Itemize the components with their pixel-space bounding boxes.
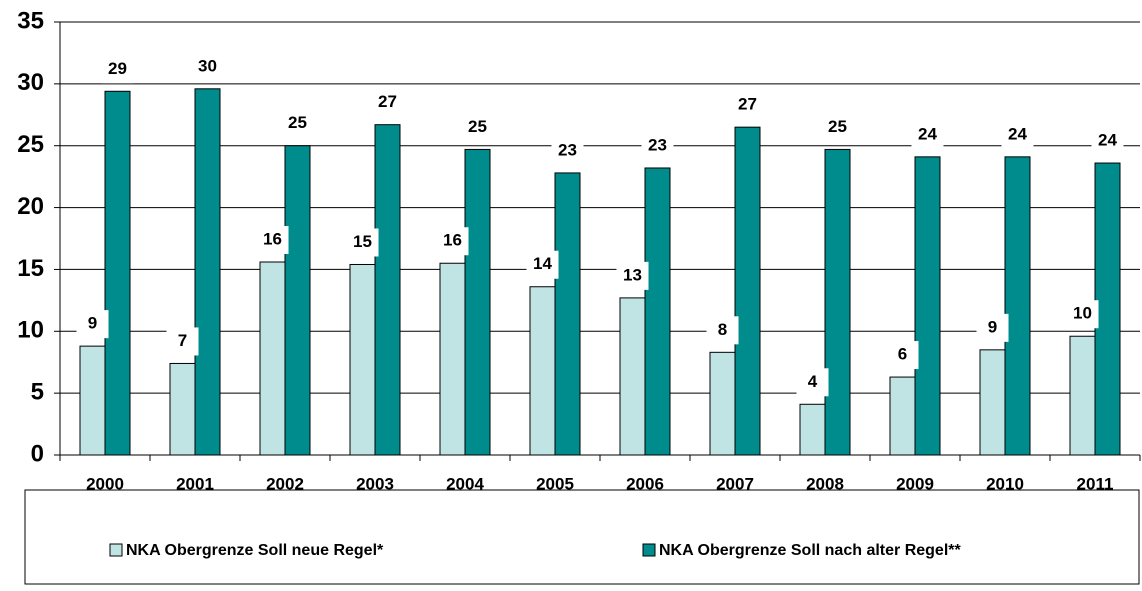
x-tick-label: 2003 <box>356 474 394 493</box>
y-tick-label: 15 <box>17 255 44 282</box>
bar <box>889 376 916 456</box>
y-tick-label: 30 <box>17 69 44 96</box>
bar <box>374 124 401 456</box>
value-label-bg <box>616 261 649 290</box>
value-label-bg <box>796 368 829 397</box>
y-tick-label: 25 <box>17 131 44 158</box>
value-label: 9 <box>988 317 997 336</box>
value-label: 14 <box>533 254 552 273</box>
bar <box>1069 335 1096 456</box>
value-label: 10 <box>1073 304 1092 323</box>
y-tick-label: 0 <box>31 440 44 467</box>
value-label-bg <box>526 250 559 279</box>
value-label-bg <box>371 88 404 117</box>
legend-box <box>24 489 1140 585</box>
value-label-bg <box>551 136 584 165</box>
bar <box>104 90 131 456</box>
value-label: 23 <box>558 140 577 159</box>
value-label-bg <box>976 313 1009 342</box>
bar <box>644 167 671 456</box>
x-tick-label: 2008 <box>806 474 844 493</box>
value-label-bg <box>1066 300 1099 329</box>
value-label: 7 <box>178 331 187 350</box>
bar <box>284 145 311 456</box>
y-tick-label: 35 <box>17 7 44 34</box>
value-label: 8 <box>718 320 727 339</box>
value-label: 29 <box>108 59 127 78</box>
bar <box>349 263 376 456</box>
bar <box>169 362 196 456</box>
bar <box>439 262 466 456</box>
value-label: 27 <box>378 92 397 111</box>
value-label: 30 <box>198 56 217 75</box>
bar <box>709 351 736 456</box>
x-tick-label: 2002 <box>266 474 304 493</box>
value-label-bg <box>461 113 494 142</box>
value-label-bg <box>821 113 854 142</box>
bar <box>914 156 941 456</box>
value-label-bg <box>641 131 674 160</box>
value-label-bg <box>101 55 134 84</box>
value-label-bg <box>706 316 739 345</box>
value-label-bg <box>281 109 314 138</box>
value-label: 27 <box>738 95 757 114</box>
bar <box>259 261 286 456</box>
y-tick-label: 20 <box>17 193 44 220</box>
bar <box>464 148 491 456</box>
bar <box>79 345 106 456</box>
value-label-bg <box>911 120 944 149</box>
bar <box>824 148 851 456</box>
value-label: 24 <box>1008 124 1027 143</box>
legend-label: NKA Obergrenze Soll neue Regel* <box>126 542 384 559</box>
x-tick-label: 2004 <box>446 474 484 493</box>
value-label-bg <box>1001 120 1034 149</box>
x-tick-label: 2001 <box>176 474 214 493</box>
value-label-bg <box>346 228 379 257</box>
value-label: 6 <box>898 345 907 364</box>
legend-swatch <box>109 543 123 557</box>
bar <box>194 88 221 456</box>
legend-swatch <box>642 543 656 557</box>
value-label: 15 <box>353 232 372 251</box>
value-label: 16 <box>443 231 462 250</box>
x-tick-label: 2005 <box>536 474 574 493</box>
bar <box>1094 162 1121 456</box>
value-label: 25 <box>828 117 847 136</box>
value-label: 24 <box>1098 131 1117 150</box>
bar <box>1004 156 1031 456</box>
bar <box>799 403 826 456</box>
x-tick-label: 2010 <box>986 474 1024 493</box>
bar <box>619 297 646 456</box>
bar <box>529 286 556 456</box>
value-label-bg <box>166 327 199 356</box>
value-label: 23 <box>648 135 667 154</box>
value-label: 24 <box>918 124 937 143</box>
value-label-bg <box>731 91 764 120</box>
x-tick-label: 2006 <box>626 474 664 493</box>
x-tick-label: 2009 <box>896 474 934 493</box>
x-tick-label: 2007 <box>716 474 754 493</box>
value-label-bg <box>1091 127 1124 156</box>
value-label-bg <box>256 226 289 255</box>
x-tick-label: 2011 <box>1077 474 1114 493</box>
value-label: 16 <box>263 229 282 248</box>
value-label: 25 <box>468 117 487 136</box>
value-label-bg <box>76 310 109 339</box>
legend-label: NKA Obergrenze Soll nach alter Regel** <box>659 542 961 559</box>
value-label: 4 <box>808 372 818 391</box>
value-label: 9 <box>88 314 97 333</box>
bar <box>734 126 761 456</box>
y-tick-label: 5 <box>31 378 44 405</box>
value-label: 13 <box>623 265 642 284</box>
x-tick-label: 2000 <box>86 474 124 493</box>
value-label: 25 <box>288 113 307 132</box>
value-label-bg <box>886 341 919 370</box>
value-label-bg <box>191 52 224 81</box>
bar <box>554 172 581 456</box>
bar <box>979 349 1006 456</box>
value-label-bg <box>436 227 469 256</box>
y-tick-label: 10 <box>17 317 44 344</box>
